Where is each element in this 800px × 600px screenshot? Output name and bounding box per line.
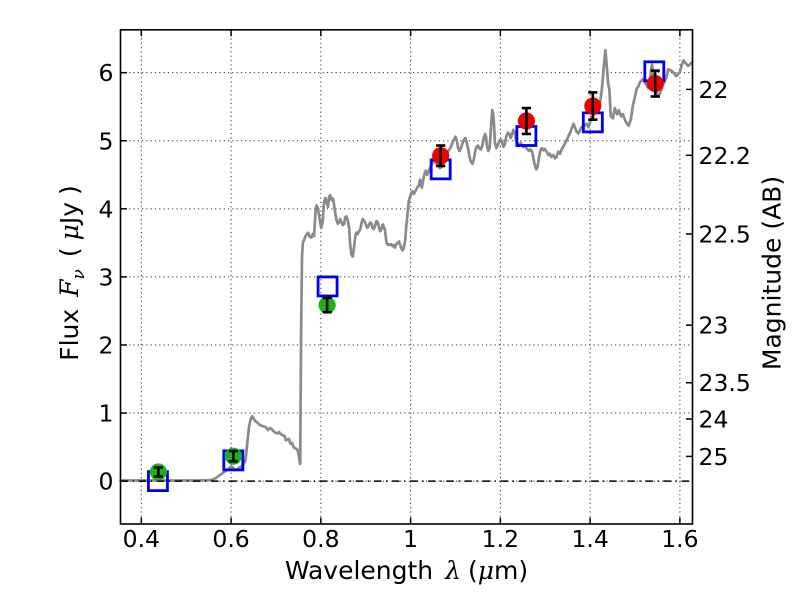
- x-tick-label: 0.8: [302, 525, 339, 553]
- model-photometry-square: [316, 275, 339, 298]
- y-left-unit-open: (: [55, 247, 84, 258]
- x-tick-label: 0.4: [123, 525, 160, 553]
- x-axis-label-text: Wavelength: [284, 556, 434, 585]
- y-axis-label-flux: Flux Fν ( μJy): [55, 185, 89, 361]
- x-tick-label: 0.6: [212, 525, 249, 553]
- y-left-prefix: Flux: [55, 308, 84, 361]
- y-tick-label-flux: 6: [99, 59, 114, 87]
- y-tick-label-magnitude: 22.2: [699, 142, 751, 170]
- x-unit-close: m): [494, 556, 529, 585]
- y-left-unit-close: ): [55, 185, 84, 195]
- y-tick-label-magnitude: 23: [699, 312, 729, 340]
- y-axis-label-magnitude: Magnitude (AB): [758, 176, 787, 370]
- model-spectrum-line: [119, 48, 694, 482]
- y-tick-label-magnitude: 24: [699, 406, 729, 434]
- y-tick-label-flux: 0: [99, 468, 114, 496]
- y-left-unit: Jy: [55, 201, 84, 225]
- x-axis-label: Wavelength λ (μm): [120, 556, 693, 585]
- y-tick-label-flux: 4: [99, 195, 114, 223]
- y-tick-label-magnitude: 23.5: [699, 369, 751, 397]
- y-tick-label-magnitude: 22.5: [699, 220, 751, 248]
- mu-symbol: μ: [477, 556, 495, 585]
- x-tick-label: 1.4: [571, 525, 608, 553]
- mu-symbol-flux: μ: [55, 224, 84, 241]
- y-right-label-text: Magnitude (AB): [757, 175, 787, 371]
- y-tick-label-flux: 2: [99, 331, 114, 359]
- x-tick-label: 1: [403, 525, 418, 553]
- y-tick-label-flux: 5: [99, 127, 114, 155]
- x-tick-label: 1.2: [482, 525, 519, 553]
- y-tick-label-flux: 1: [99, 400, 114, 428]
- y-tick-label-flux: 3: [99, 263, 114, 291]
- flux-symbol: F: [55, 279, 84, 297]
- x-tick-label: 1.6: [661, 525, 698, 553]
- x-unit-open: (: [468, 556, 478, 585]
- y-tick-label-magnitude: 25: [699, 443, 729, 471]
- nu-symbol: ν: [69, 269, 89, 280]
- lambda-symbol: λ: [445, 556, 462, 585]
- y-tick-label-magnitude: 22: [699, 76, 729, 104]
